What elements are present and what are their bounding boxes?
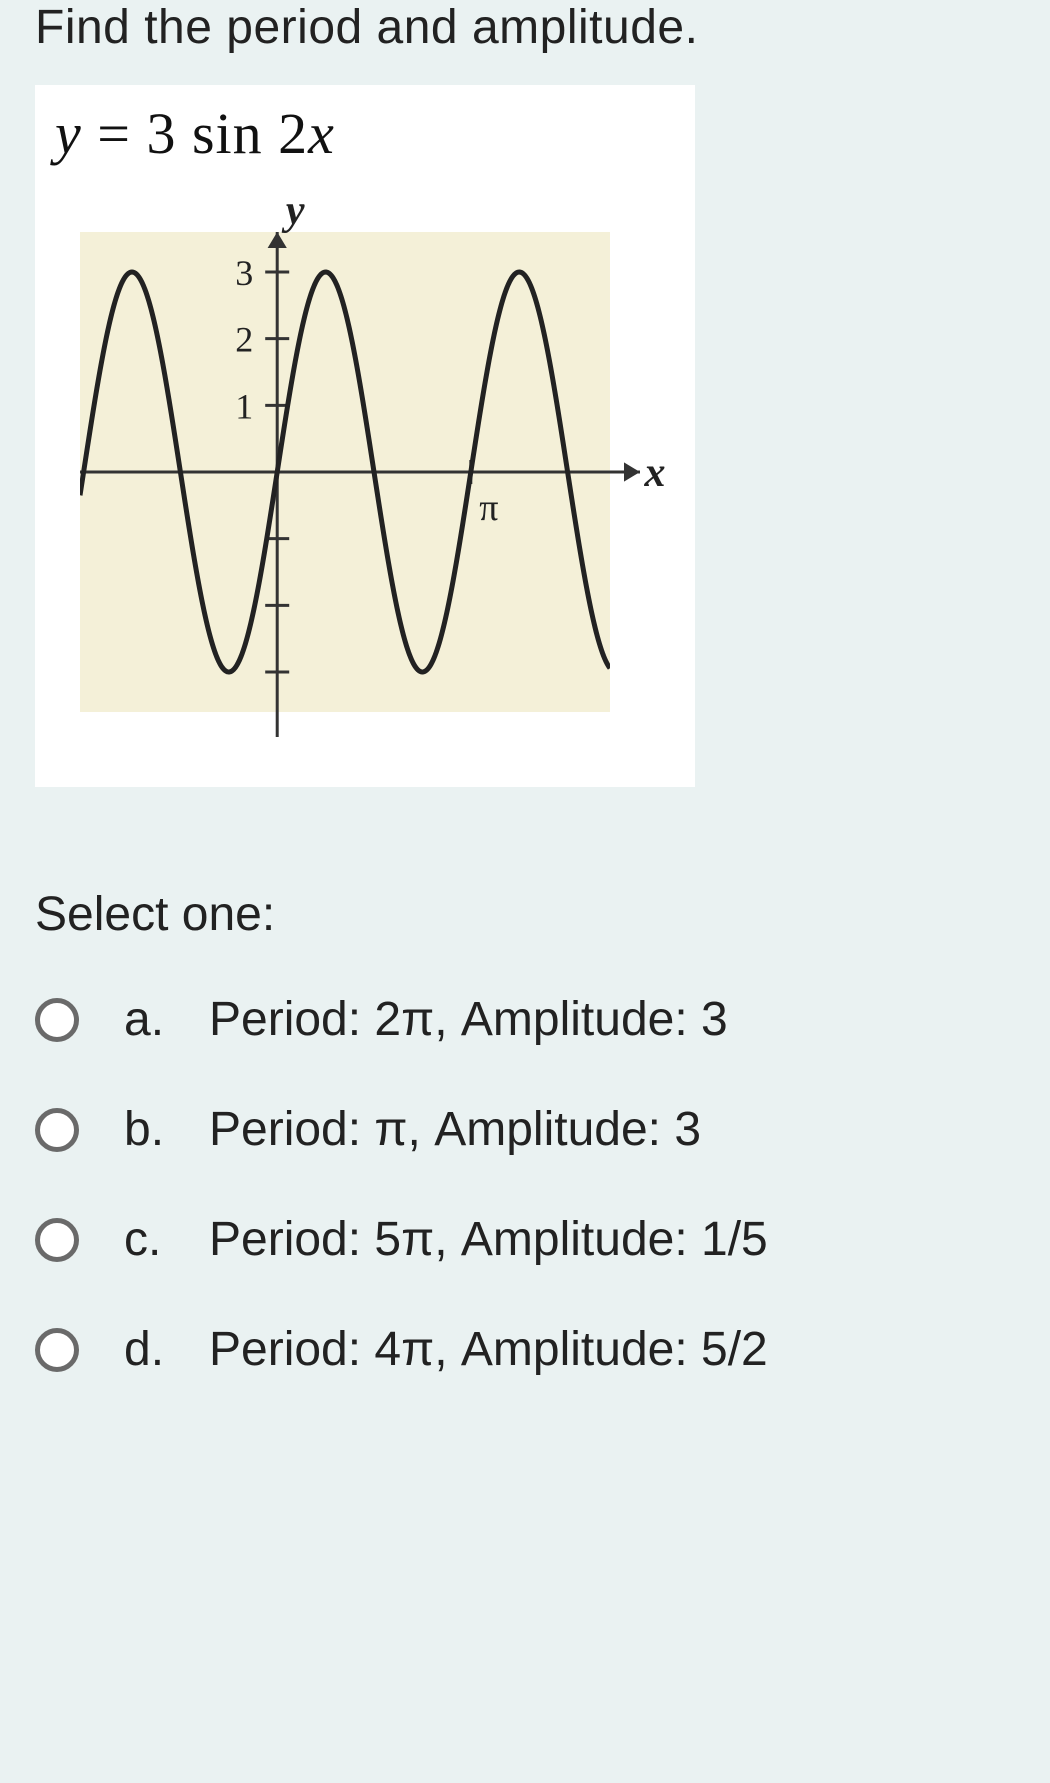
select-one-label: Select one: [35, 887, 1015, 942]
svg-text:3: 3 [235, 253, 253, 293]
svg-text:y: y [281, 188, 305, 234]
radio-icon[interactable] [35, 1218, 79, 1262]
option-text: Period: π, Amplitude: 3 [209, 1102, 701, 1157]
option-b[interactable]: b.Period: π, Amplitude: 3 [35, 1102, 1015, 1157]
radio-icon[interactable] [35, 1108, 79, 1152]
options-list: a.Period: 2π, Amplitude: 3b.Period: π, A… [35, 992, 1015, 1377]
svg-text:1: 1 [235, 386, 253, 426]
option-c[interactable]: c.Period: 5π, Amplitude: 1/5 [35, 1212, 1015, 1267]
svg-text:x: x [644, 450, 666, 496]
option-text: Period: 5π, Amplitude: 1/5 [209, 1212, 768, 1267]
radio-icon[interactable] [35, 998, 79, 1042]
option-letter: b. [124, 1102, 209, 1157]
svg-text:π: π [479, 487, 498, 529]
radio-icon[interactable] [35, 1328, 79, 1372]
option-d[interactable]: d.Period: 4π, Amplitude: 5/2 [35, 1322, 1015, 1377]
question-text: Find the period and amplitude. [35, 0, 1015, 55]
option-letter: d. [124, 1322, 209, 1377]
figure-box: y = 3 sin 2x y x 3 2 1 π [35, 85, 695, 787]
option-a[interactable]: a.Period: 2π, Amplitude: 3 [35, 992, 1015, 1047]
option-text: Period: 2π, Amplitude: 3 [209, 992, 728, 1047]
equation: y = 3 sin 2x [55, 100, 675, 167]
svg-text:2: 2 [235, 320, 253, 360]
option-letter: a. [124, 992, 209, 1047]
option-text: Period: 4π, Amplitude: 5/2 [209, 1322, 768, 1377]
option-letter: c. [124, 1212, 209, 1267]
sine-chart-svg: y x 3 2 1 π [55, 187, 675, 767]
chart: y x 3 2 1 π [55, 187, 675, 767]
